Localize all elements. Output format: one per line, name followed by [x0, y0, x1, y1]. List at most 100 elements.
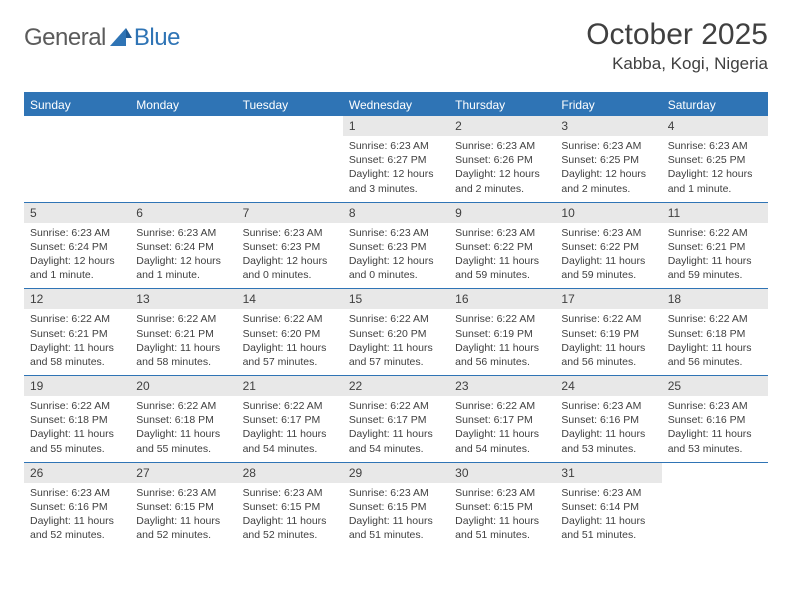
calendar-cell: 8Sunrise: 6:23 AMSunset: 6:23 PMDaylight… [343, 203, 449, 289]
sunset-line: Sunset: 6:24 PM [30, 240, 124, 254]
sunset-line: Sunset: 6:18 PM [136, 413, 230, 427]
day-details: Sunrise: 6:23 AMSunset: 6:23 PMDaylight:… [343, 223, 449, 289]
calendar-cell: 11Sunrise: 6:22 AMSunset: 6:21 PMDayligh… [662, 203, 768, 289]
calendar-cell: 24Sunrise: 6:23 AMSunset: 6:16 PMDayligh… [555, 376, 661, 462]
day-details: Sunrise: 6:23 AMSunset: 6:23 PMDaylight:… [237, 223, 343, 289]
day-number: 20 [130, 376, 236, 396]
header: General Blue October 2025 Kabba, Kogi, N… [24, 18, 768, 74]
day-details: Sunrise: 6:22 AMSunset: 6:21 PMDaylight:… [662, 223, 768, 289]
daylight-line: Daylight: 12 hours and 1 minute. [136, 254, 230, 282]
calendar-cell: 20Sunrise: 6:22 AMSunset: 6:18 PMDayligh… [130, 376, 236, 462]
sunset-line: Sunset: 6:14 PM [561, 500, 655, 514]
day-number: 22 [343, 376, 449, 396]
sunset-line: Sunset: 6:15 PM [455, 500, 549, 514]
sunrise-line: Sunrise: 6:22 AM [243, 312, 337, 326]
brand-logo: General Blue [24, 18, 180, 52]
day-details: Sunrise: 6:22 AMSunset: 6:19 PMDaylight:… [555, 309, 661, 375]
sunrise-line: Sunrise: 6:22 AM [349, 399, 443, 413]
sunrise-line: Sunrise: 6:22 AM [349, 312, 443, 326]
sunset-line: Sunset: 6:23 PM [349, 240, 443, 254]
day-details: Sunrise: 6:23 AMSunset: 6:14 PMDaylight:… [555, 483, 661, 549]
daylight-line: Daylight: 11 hours and 54 minutes. [243, 427, 337, 455]
sunrise-line: Sunrise: 6:23 AM [30, 486, 124, 500]
calendar-cell: 21Sunrise: 6:22 AMSunset: 6:17 PMDayligh… [237, 376, 343, 462]
sunrise-line: Sunrise: 6:23 AM [136, 486, 230, 500]
sunrise-line: Sunrise: 6:23 AM [455, 139, 549, 153]
calendar-cell: 7Sunrise: 6:23 AMSunset: 6:23 PMDaylight… [237, 203, 343, 289]
sunset-line: Sunset: 6:24 PM [136, 240, 230, 254]
day-number: 8 [343, 203, 449, 223]
sunset-line: Sunset: 6:25 PM [561, 153, 655, 167]
daylight-line: Daylight: 11 hours and 57 minutes. [349, 341, 443, 369]
brand-triangle-icon [110, 28, 132, 51]
sunrise-line: Sunrise: 6:22 AM [668, 312, 762, 326]
sunrise-line: Sunrise: 6:23 AM [243, 486, 337, 500]
sunrise-line: Sunrise: 6:23 AM [455, 226, 549, 240]
day-number: 10 [555, 203, 661, 223]
daylight-line: Daylight: 12 hours and 2 minutes. [561, 167, 655, 195]
brand-text-part1: General [24, 24, 106, 52]
sunset-line: Sunset: 6:20 PM [349, 327, 443, 341]
day-number: 24 [555, 376, 661, 396]
calendar-cell: 10Sunrise: 6:23 AMSunset: 6:22 PMDayligh… [555, 203, 661, 289]
daylight-line: Daylight: 11 hours and 52 minutes. [136, 514, 230, 542]
day-details: Sunrise: 6:23 AMSunset: 6:27 PMDaylight:… [343, 136, 449, 202]
daylight-line: Daylight: 11 hours and 59 minutes. [668, 254, 762, 282]
calendar-cell: 14Sunrise: 6:22 AMSunset: 6:20 PMDayligh… [237, 289, 343, 375]
day-number: 17 [555, 289, 661, 309]
day-number: 7 [237, 203, 343, 223]
day-details: Sunrise: 6:23 AMSunset: 6:15 PMDaylight:… [237, 483, 343, 549]
day-number: 26 [24, 463, 130, 483]
day-details: Sunrise: 6:23 AMSunset: 6:24 PMDaylight:… [130, 223, 236, 289]
day-number: 14 [237, 289, 343, 309]
calendar-cell: 27Sunrise: 6:23 AMSunset: 6:15 PMDayligh… [130, 463, 236, 549]
sunset-line: Sunset: 6:17 PM [349, 413, 443, 427]
sunset-line: Sunset: 6:20 PM [243, 327, 337, 341]
sunrise-line: Sunrise: 6:22 AM [455, 399, 549, 413]
daylight-line: Daylight: 12 hours and 0 minutes. [243, 254, 337, 282]
sunset-line: Sunset: 6:16 PM [668, 413, 762, 427]
daylight-line: Daylight: 11 hours and 56 minutes. [668, 341, 762, 369]
sunset-line: Sunset: 6:23 PM [243, 240, 337, 254]
daylight-line: Daylight: 11 hours and 51 minutes. [561, 514, 655, 542]
sunset-line: Sunset: 6:16 PM [561, 413, 655, 427]
day-details: Sunrise: 6:22 AMSunset: 6:21 PMDaylight:… [130, 309, 236, 375]
brand-text-part2: Blue [134, 24, 180, 52]
sunset-line: Sunset: 6:15 PM [136, 500, 230, 514]
sunrise-line: Sunrise: 6:23 AM [455, 486, 549, 500]
calendar-cell: 23Sunrise: 6:22 AMSunset: 6:17 PMDayligh… [449, 376, 555, 462]
sunrise-line: Sunrise: 6:22 AM [30, 399, 124, 413]
daylight-line: Daylight: 11 hours and 55 minutes. [136, 427, 230, 455]
sunset-line: Sunset: 6:25 PM [668, 153, 762, 167]
calendar-cell-empty [130, 116, 236, 202]
calendar-cell: 19Sunrise: 6:22 AMSunset: 6:18 PMDayligh… [24, 376, 130, 462]
day-details: Sunrise: 6:22 AMSunset: 6:17 PMDaylight:… [237, 396, 343, 462]
calendar-cell: 16Sunrise: 6:22 AMSunset: 6:19 PMDayligh… [449, 289, 555, 375]
sunset-line: Sunset: 6:16 PM [30, 500, 124, 514]
sunrise-line: Sunrise: 6:23 AM [668, 139, 762, 153]
calendar-cell: 15Sunrise: 6:22 AMSunset: 6:20 PMDayligh… [343, 289, 449, 375]
day-number: 11 [662, 203, 768, 223]
day-number: 18 [662, 289, 768, 309]
day-details: Sunrise: 6:23 AMSunset: 6:22 PMDaylight:… [555, 223, 661, 289]
sunrise-line: Sunrise: 6:23 AM [349, 226, 443, 240]
day-number: 6 [130, 203, 236, 223]
weekday-header: Sunday [24, 94, 130, 116]
day-number: 12 [24, 289, 130, 309]
day-number: 30 [449, 463, 555, 483]
day-details: Sunrise: 6:23 AMSunset: 6:16 PMDaylight:… [555, 396, 661, 462]
daylight-line: Daylight: 12 hours and 3 minutes. [349, 167, 443, 195]
daylight-line: Daylight: 12 hours and 1 minute. [668, 167, 762, 195]
day-details: Sunrise: 6:23 AMSunset: 6:15 PMDaylight:… [343, 483, 449, 549]
sunrise-line: Sunrise: 6:23 AM [668, 399, 762, 413]
calendar-cell-empty [24, 116, 130, 202]
calendar-cell: 2Sunrise: 6:23 AMSunset: 6:26 PMDaylight… [449, 116, 555, 202]
day-number: 9 [449, 203, 555, 223]
calendar-cell: 13Sunrise: 6:22 AMSunset: 6:21 PMDayligh… [130, 289, 236, 375]
sunrise-line: Sunrise: 6:23 AM [243, 226, 337, 240]
sunset-line: Sunset: 6:26 PM [455, 153, 549, 167]
day-number: 1 [343, 116, 449, 136]
daylight-line: Daylight: 11 hours and 54 minutes. [455, 427, 549, 455]
day-details: Sunrise: 6:22 AMSunset: 6:17 PMDaylight:… [343, 396, 449, 462]
daylight-line: Daylight: 12 hours and 0 minutes. [349, 254, 443, 282]
